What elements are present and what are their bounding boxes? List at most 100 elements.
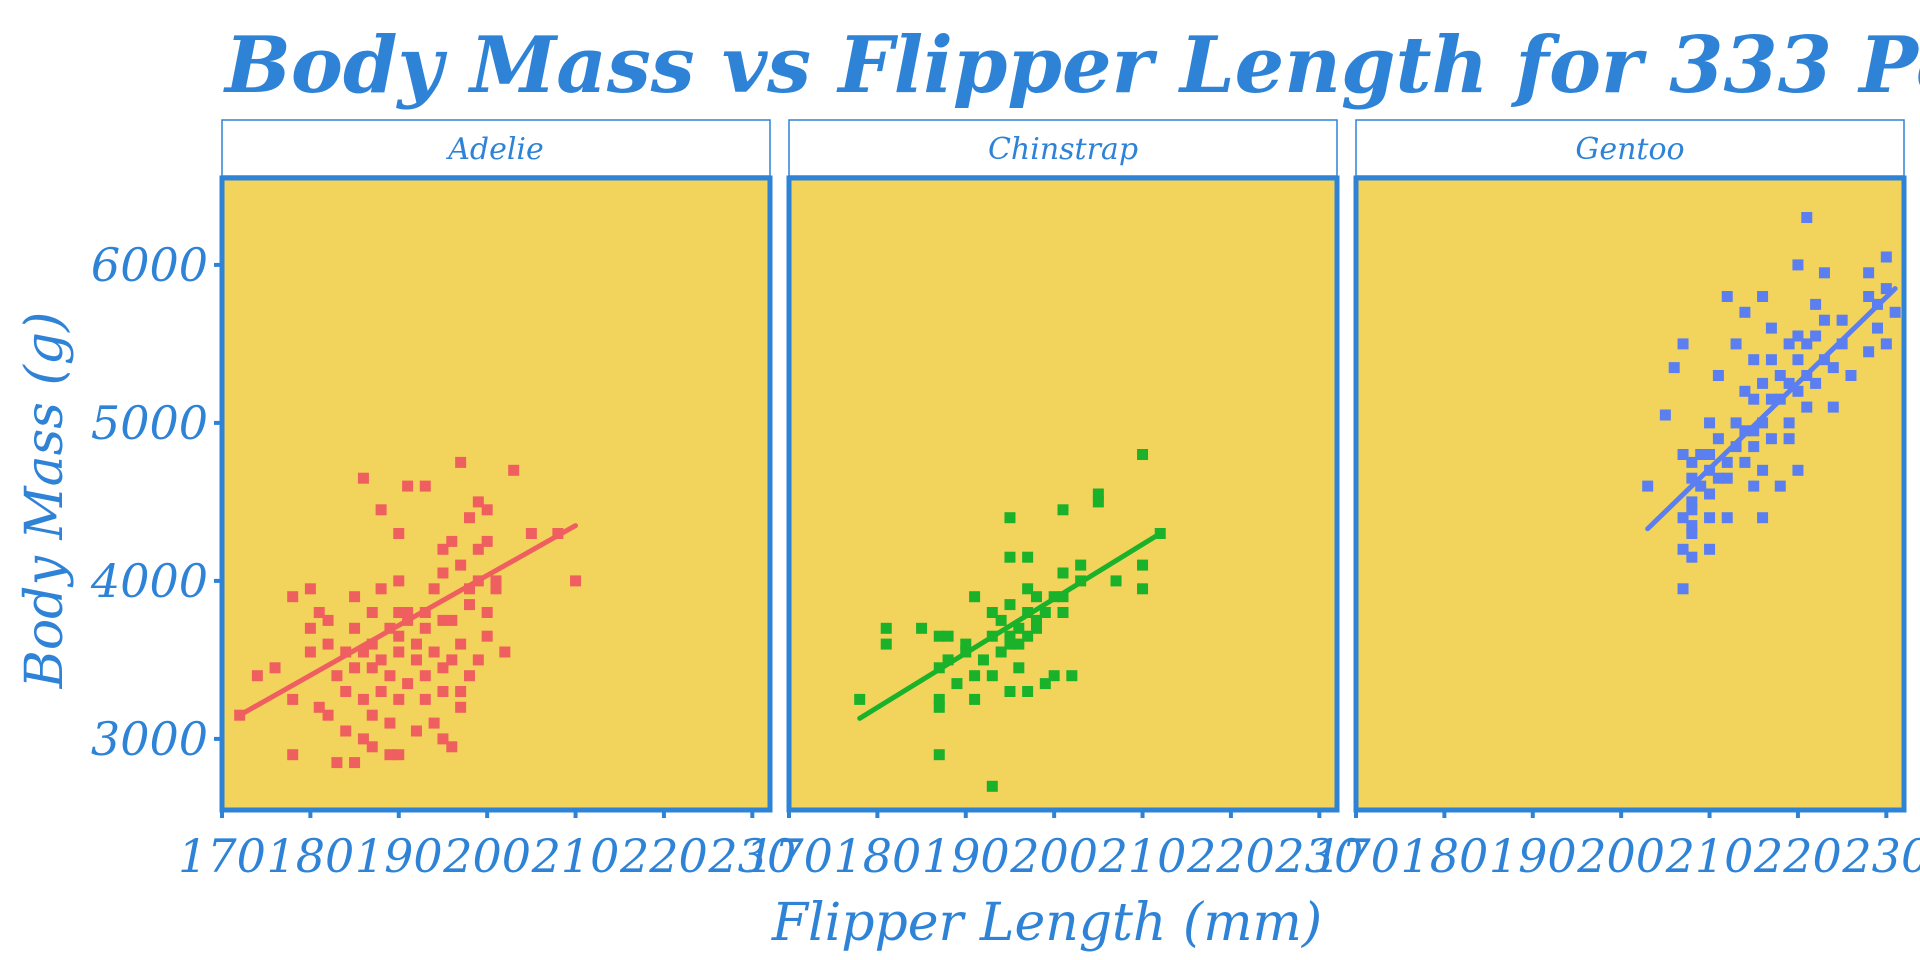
y-tick-label: 3000 (91, 712, 208, 766)
data-point (349, 591, 361, 603)
data-point (304, 622, 316, 634)
x-tick-label: 200 (1009, 829, 1098, 883)
data-point (1066, 670, 1078, 682)
data-point (349, 622, 361, 634)
data-point (1695, 449, 1707, 460)
data-point (1004, 630, 1016, 642)
x-tick-label: 230 (1274, 829, 1363, 883)
data-point (1057, 504, 1069, 516)
data-point (463, 512, 475, 524)
data-point (1110, 575, 1122, 587)
data-point (1039, 607, 1051, 618)
data-point (490, 583, 502, 595)
data-point (1137, 559, 1149, 571)
data-point (322, 709, 334, 721)
data-point (1765, 433, 1777, 445)
x-tick-label: 200 (1576, 829, 1665, 883)
data-point (986, 780, 998, 792)
data-point (1677, 449, 1689, 460)
data-point (854, 693, 866, 705)
panel-background (219, 175, 773, 813)
data-point (428, 583, 440, 595)
data-point (1783, 433, 1795, 445)
x-tick-label: 210 (531, 829, 620, 883)
data-point (375, 654, 387, 666)
data-point (1871, 322, 1883, 334)
data-point (1686, 528, 1698, 539)
data-point (463, 583, 475, 595)
data-point (969, 693, 981, 705)
data-point (986, 607, 998, 618)
facet-strip-label: Gentoo (1575, 132, 1684, 167)
x-tick-label: 180 (833, 829, 921, 883)
data-point (1092, 496, 1104, 508)
data-point (1810, 330, 1822, 342)
x-tick-label: 180 (266, 829, 354, 883)
data-point (1792, 330, 1804, 342)
data-point (1792, 385, 1804, 397)
data-point (472, 496, 484, 508)
data-point (1783, 377, 1795, 389)
data-point (1863, 291, 1875, 302)
data-point (437, 686, 449, 697)
data-point (410, 654, 422, 666)
trend-line (237, 523, 579, 718)
data-point (1686, 551, 1698, 563)
data-point (1889, 306, 1901, 318)
data-point (942, 654, 954, 666)
x-tick-label: 180 (1400, 829, 1488, 883)
data-point (419, 670, 431, 682)
data-point (402, 480, 414, 492)
data-point (1686, 472, 1698, 484)
data-point (570, 575, 582, 587)
data-point (916, 622, 928, 634)
data-point (287, 591, 299, 603)
data-point (995, 646, 1007, 658)
x-tick-label: 220 (619, 829, 708, 883)
data-point (1774, 370, 1786, 381)
data-point (960, 638, 972, 650)
data-point (437, 614, 449, 626)
data-point (349, 662, 361, 674)
data-point (446, 614, 458, 626)
data-point (446, 741, 458, 753)
data-point (437, 567, 449, 579)
data-point (446, 535, 458, 547)
data-point (437, 543, 449, 555)
data-point (304, 646, 316, 658)
panel-background (786, 175, 1340, 813)
data-point (384, 717, 396, 729)
x-axis-label: Flipper Length (mm) (771, 893, 1322, 953)
facet-adelie: Adelie 170 180 190 200 210 220 230 3000 4000 5000 6… (90, 119, 796, 883)
x-tick-label: 190 (355, 829, 443, 883)
data-point (313, 607, 325, 618)
data-point (1739, 425, 1751, 437)
data-point (481, 630, 493, 642)
data-point (366, 662, 378, 674)
data-point (384, 670, 396, 682)
facet-chinstrap: Chinstrap 170 180 190 200 210 220 230 (745, 119, 1363, 883)
data-point (499, 646, 511, 658)
trend-line (1645, 286, 1898, 532)
data-point (366, 638, 378, 650)
data-point (1730, 417, 1742, 429)
x-tick-label: 190 (922, 829, 1010, 883)
data-point (933, 693, 945, 705)
data-point (880, 638, 892, 650)
data-point (1801, 212, 1813, 223)
data-point (1712, 472, 1724, 484)
data-point (1748, 441, 1760, 453)
data-point (1677, 543, 1689, 555)
data-point (1057, 567, 1069, 579)
y-axis-label: Body Mass (g) (15, 312, 75, 690)
data-point (455, 638, 467, 650)
data-point (287, 693, 299, 705)
data-point (313, 701, 325, 713)
y-tick-label: 6000 (91, 238, 208, 292)
x-tick-label: 170 (745, 829, 833, 883)
data-point (1836, 338, 1848, 350)
data-point (472, 543, 484, 555)
data-point (322, 638, 334, 650)
data-point (393, 575, 405, 587)
